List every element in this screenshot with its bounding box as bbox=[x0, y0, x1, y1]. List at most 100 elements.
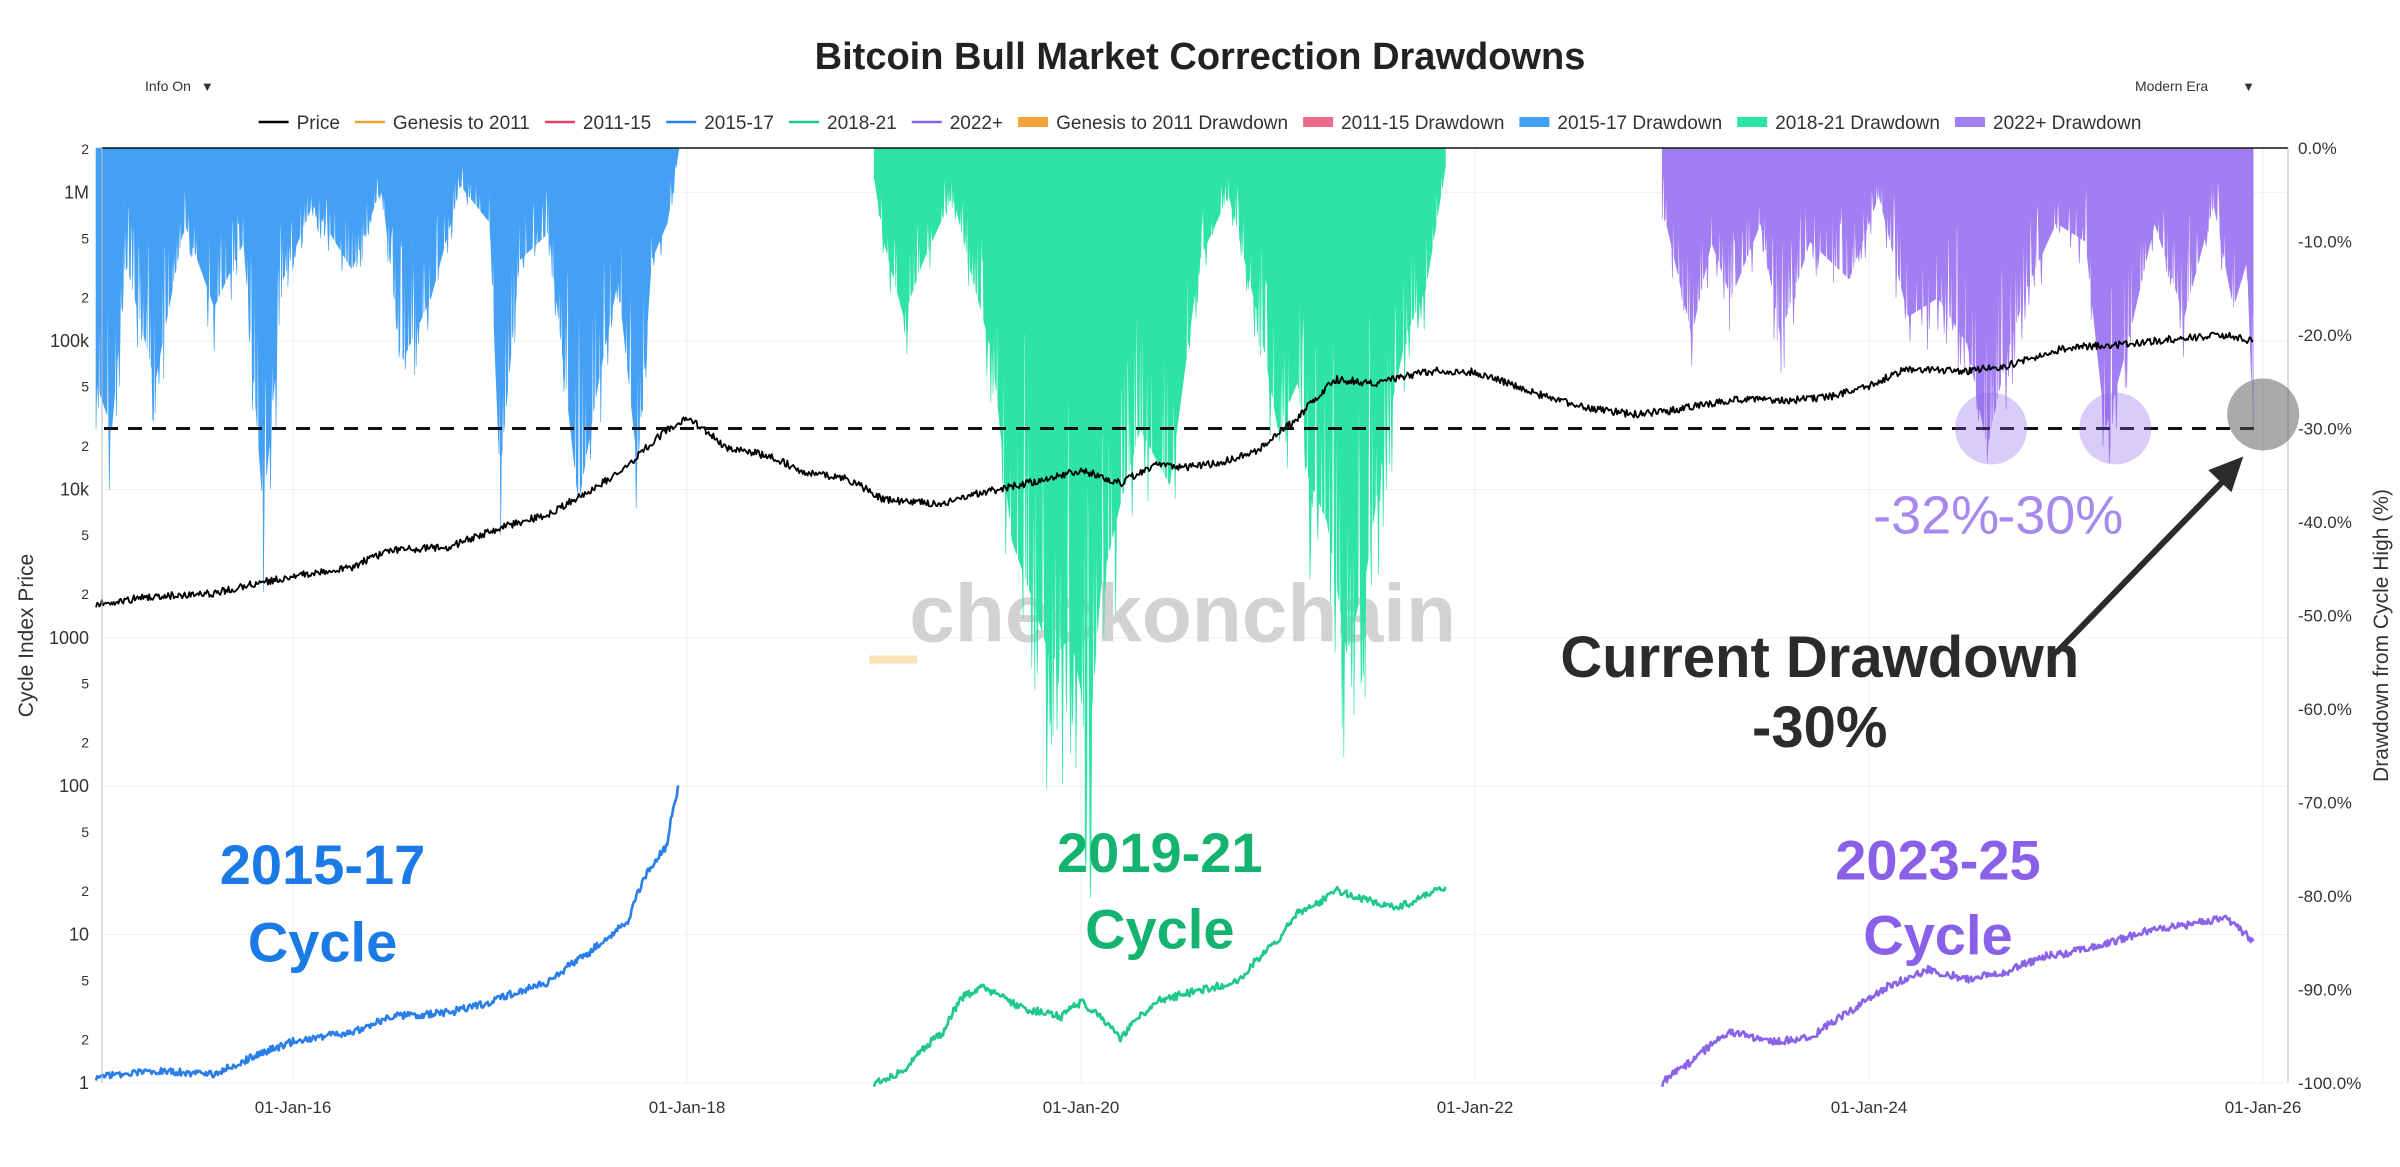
legend-label: 2018-21 Drawdown bbox=[1775, 113, 1940, 134]
drawdown-marker-circle bbox=[2079, 392, 2152, 465]
y-right-tick-label: -20.0% bbox=[2298, 326, 2352, 345]
y-right-tick-label: 0.0% bbox=[2298, 139, 2337, 158]
y-left-tick-label: 100k bbox=[50, 331, 90, 351]
legend-item: 2015-17 Drawdown bbox=[1519, 113, 1722, 134]
legend-label: 2011-15 Drawdown bbox=[1341, 113, 1504, 134]
y-left-tick-label: 2 bbox=[81, 289, 89, 305]
y-left-tick-label: 2 bbox=[81, 1031, 89, 1047]
axes: 01-Jan-16 01-Jan-18 01-Jan-20 01-Jan-22 01-J… bbox=[15, 139, 2393, 1117]
legend-label: 2022+ bbox=[950, 113, 1003, 134]
y-left-tick-label: 2 bbox=[81, 438, 89, 454]
legend-label: 2018-21 bbox=[827, 113, 897, 134]
era-select-label: Modern Era bbox=[2135, 78, 2209, 94]
legend-label: Genesis to 2011 Drawdown bbox=[1056, 113, 1288, 134]
current-drawdown-arrow-head bbox=[2208, 456, 2244, 493]
y-left-tick-label: 1M bbox=[64, 183, 89, 203]
drawdown-marker-label: -32% bbox=[1873, 485, 1999, 545]
y-right-tick-label: -70.0% bbox=[2298, 794, 2352, 813]
x-tick-label: 01-Jan-20 bbox=[1043, 1098, 1120, 1117]
current-drawdown-arrow-shaft bbox=[2053, 464, 2240, 655]
legend-swatch bbox=[1955, 117, 1985, 127]
series-line-2018-21 bbox=[872, 885, 1447, 1088]
legend-swatch bbox=[1303, 117, 1334, 127]
cycle-label-subtitle: Cycle bbox=[248, 910, 397, 973]
drawdown-area-2015-17-drawdown bbox=[95, 147, 680, 593]
y-left-tick-label: 2 bbox=[81, 141, 89, 157]
y-left-tick-label: 10k bbox=[60, 479, 90, 499]
y-left-tick-label: 1 bbox=[79, 1073, 89, 1093]
series-line-2022- bbox=[1660, 914, 2255, 1087]
y-left-tick-label: 10 bbox=[69, 925, 89, 945]
legend-item: Genesis to 2011 bbox=[354, 113, 530, 134]
chevron-down-icon: ▼ bbox=[2242, 78, 2255, 94]
legend-item: 2015-17 bbox=[666, 113, 774, 134]
drawdown-marker-circle bbox=[1955, 392, 2028, 465]
x-tick-label: 01-Jan-26 bbox=[2225, 1098, 2302, 1117]
cycle-label-title: 2023-25 bbox=[1835, 829, 2041, 892]
current-drawdown-value: -30% bbox=[1752, 695, 1887, 760]
legend: Price Genesis to 2011 2011-15 2015-17 2018-2… bbox=[258, 113, 2141, 134]
legend-swatch bbox=[1519, 117, 1550, 127]
y-right-tick-label: -100.0% bbox=[2298, 1074, 2361, 1093]
x-tick-label: 01-Jan-18 bbox=[649, 1098, 726, 1117]
y-right-tick-label: -90.0% bbox=[2298, 981, 2352, 1000]
y-left-tick-label: 5 bbox=[81, 527, 89, 543]
y-left-tick-label: 2 bbox=[81, 883, 89, 899]
chart-title: Bitcoin Bull Market Correction Drawdowns bbox=[815, 36, 1586, 78]
y-left-tick-label: 5 bbox=[81, 379, 89, 395]
x-tick-label: 01-Jan-16 bbox=[255, 1098, 332, 1117]
legend-item: 2022+ bbox=[911, 113, 1003, 134]
x-tick-label: 01-Jan-22 bbox=[1437, 1098, 1514, 1117]
legend-item: 2018-21 bbox=[789, 113, 897, 134]
y-left-tick-label: 2 bbox=[81, 735, 89, 751]
y-right-tick-label: -50.0% bbox=[2298, 607, 2352, 626]
y-left-tick-label: 5 bbox=[81, 972, 89, 988]
drawdown-area-2018-21-drawdown bbox=[873, 147, 1446, 898]
y-left-tick-label: 100 bbox=[59, 776, 89, 796]
legend-label: 2022+ Drawdown bbox=[1993, 113, 2141, 134]
cycle-label-title: 2015-17 bbox=[220, 833, 426, 896]
legend-label: Genesis to 2011 bbox=[393, 113, 530, 134]
legend-swatch bbox=[1018, 117, 1049, 127]
era-select-dropdown[interactable]: Modern Era ▼ bbox=[2125, 71, 2265, 101]
current-drawdown-title: Current Drawdown bbox=[1560, 625, 2079, 690]
legend-label: Price bbox=[297, 113, 340, 134]
y-left-tick-label: 1000 bbox=[49, 628, 89, 648]
annotations: 2015-17 Cycle 2019-21 Cycle 2023-25 Cycle -32%… bbox=[220, 378, 2300, 973]
y-left-tick-label: 5 bbox=[81, 230, 89, 246]
y-right-tick-label: -40.0% bbox=[2298, 513, 2352, 532]
drawdown-marker-label: -30% bbox=[1997, 485, 2123, 545]
legend-item: Price bbox=[258, 113, 340, 134]
chevron-down-icon: ▼ bbox=[200, 78, 214, 94]
cycle-label-title: 2019-21 bbox=[1057, 821, 1263, 884]
y-right-tick-label: -10.0% bbox=[2298, 233, 2352, 252]
y-right-axis-title: Drawdown from Cycle High (%) bbox=[2370, 489, 2393, 782]
current-drawdown-circle bbox=[2227, 378, 2300, 451]
info-toggle-dropdown[interactable]: Info On ▼ bbox=[135, 71, 235, 101]
legend-item: 2011-15 Drawdown bbox=[1303, 113, 1504, 134]
legend-item: 2018-21 Drawdown bbox=[1737, 113, 1940, 134]
legend-swatch bbox=[1737, 117, 1768, 127]
y-left-tick-label: 5 bbox=[81, 824, 89, 840]
price-series bbox=[94, 331, 2255, 1088]
legend-item: 2011-15 bbox=[544, 113, 651, 134]
cycle-label-subtitle: Cycle bbox=[1863, 904, 2012, 967]
info-toggle-label: Info On bbox=[145, 78, 191, 94]
y-left-tick-label: 2 bbox=[81, 586, 89, 602]
legend-item: Genesis to 2011 Drawdown bbox=[1018, 113, 1288, 134]
legend-item: 2022+ Drawdown bbox=[1955, 113, 2141, 134]
watermark-text: checkonchain bbox=[909, 569, 1456, 660]
legend-label: 2011-15 bbox=[583, 113, 651, 134]
series-line-price bbox=[95, 331, 2254, 608]
y-right-tick-label: -80.0% bbox=[2298, 887, 2352, 906]
y-right-tick-label: -60.0% bbox=[2298, 700, 2352, 719]
watermark-dash bbox=[869, 655, 918, 664]
y-left-tick-label: 5 bbox=[81, 676, 89, 692]
x-tick-label: 01-Jan-24 bbox=[1831, 1098, 1908, 1117]
y-left-axis-title: Cycle Index Price bbox=[15, 554, 38, 717]
legend-label: 2015-17 bbox=[704, 113, 774, 134]
y-right-tick-label: -30.0% bbox=[2298, 420, 2352, 439]
watermark: checkonchain bbox=[869, 569, 1456, 664]
cycle-label-subtitle: Cycle bbox=[1085, 897, 1234, 960]
